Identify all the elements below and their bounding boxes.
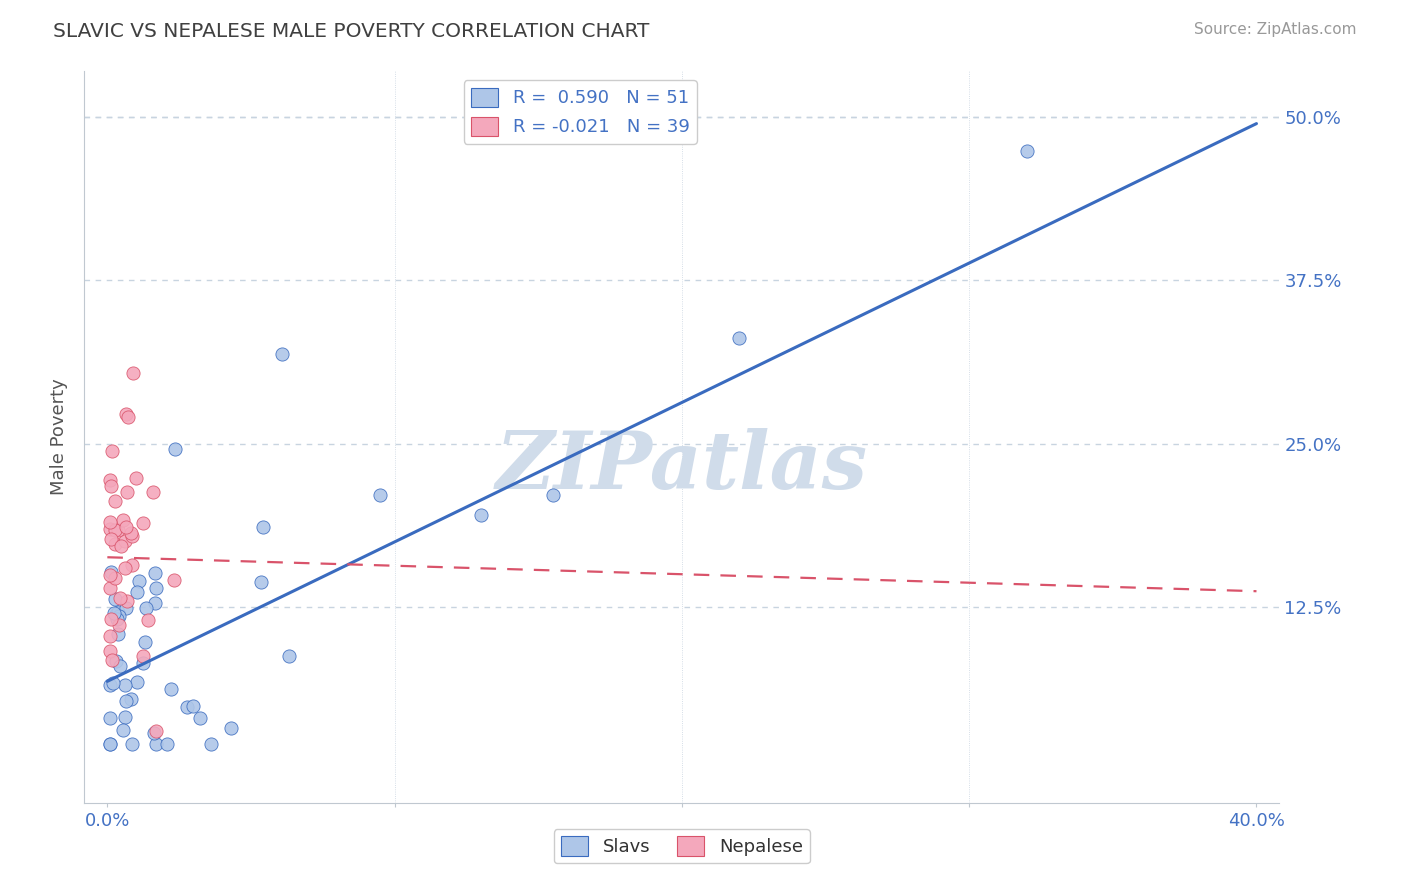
Point xyxy=(98,581,121,595)
Point xyxy=(110,539,132,553)
Point xyxy=(101,653,124,667)
Point xyxy=(145,723,167,738)
Point xyxy=(128,574,150,589)
Point xyxy=(115,601,138,615)
Point xyxy=(145,737,167,751)
Point xyxy=(176,700,198,714)
Point xyxy=(98,737,121,751)
Point xyxy=(188,710,211,724)
Point xyxy=(107,627,129,641)
Point xyxy=(270,347,292,361)
Point xyxy=(111,723,134,738)
Point xyxy=(100,737,122,751)
Point xyxy=(104,571,127,585)
Y-axis label: Male Poverty: Male Poverty xyxy=(51,379,69,495)
Point xyxy=(105,607,128,621)
Point xyxy=(470,508,492,522)
Point xyxy=(98,678,121,692)
Point xyxy=(104,523,127,537)
Point xyxy=(142,485,165,500)
Point xyxy=(160,681,183,696)
Point xyxy=(105,612,128,626)
Point xyxy=(100,479,122,493)
Legend: Slavs, Nepalese: Slavs, Nepalese xyxy=(554,829,810,863)
Point xyxy=(115,484,138,499)
Point xyxy=(145,581,167,595)
Point xyxy=(115,694,138,708)
Point xyxy=(728,331,751,345)
Point xyxy=(107,606,129,620)
Point xyxy=(100,565,122,579)
Point xyxy=(135,601,157,615)
Point xyxy=(165,442,187,456)
Point xyxy=(1015,144,1038,158)
Point xyxy=(105,654,128,668)
Point xyxy=(142,726,165,740)
Point xyxy=(108,658,131,673)
Point xyxy=(121,737,143,751)
Point xyxy=(250,575,273,590)
Point xyxy=(100,612,122,626)
Point xyxy=(200,737,222,751)
Point xyxy=(98,644,121,658)
Point xyxy=(121,558,143,572)
Point xyxy=(221,722,243,736)
Point xyxy=(98,567,121,582)
Point xyxy=(132,516,155,530)
Point xyxy=(114,710,136,724)
Point xyxy=(104,494,127,508)
Point xyxy=(132,648,155,663)
Point xyxy=(103,606,125,620)
Point xyxy=(277,649,299,664)
Point xyxy=(134,635,156,649)
Point xyxy=(100,532,122,546)
Text: Source: ZipAtlas.com: Source: ZipAtlas.com xyxy=(1194,22,1357,37)
Point xyxy=(136,613,159,627)
Point xyxy=(108,591,131,605)
Text: SLAVIC VS NEPALESE MALE POVERTY CORRELATION CHART: SLAVIC VS NEPALESE MALE POVERTY CORRELAT… xyxy=(53,22,650,41)
Point xyxy=(122,366,145,380)
Point xyxy=(181,698,204,713)
Point xyxy=(108,608,131,623)
Point xyxy=(101,676,124,690)
Point xyxy=(121,529,143,543)
Point xyxy=(120,692,142,706)
Point xyxy=(541,488,564,502)
Point xyxy=(252,520,274,534)
Point xyxy=(98,516,121,530)
Point xyxy=(114,561,136,575)
Point xyxy=(114,533,136,548)
Point xyxy=(98,473,121,487)
Text: ZIPatlas: ZIPatlas xyxy=(496,427,868,505)
Point xyxy=(143,566,166,580)
Point xyxy=(98,629,121,643)
Point xyxy=(114,407,136,421)
Point xyxy=(131,656,153,670)
Point xyxy=(104,536,127,550)
Point xyxy=(117,410,139,425)
Point xyxy=(111,513,134,527)
Point xyxy=(125,675,148,690)
Point xyxy=(120,525,142,540)
Point xyxy=(108,618,131,632)
Point xyxy=(368,488,391,502)
Point xyxy=(125,471,148,485)
Point xyxy=(115,520,138,534)
Point xyxy=(104,591,127,606)
Point xyxy=(98,711,121,725)
Point xyxy=(98,522,121,536)
Point xyxy=(156,737,179,751)
Point xyxy=(143,596,166,610)
Point xyxy=(101,443,124,458)
Point xyxy=(115,594,138,608)
Point xyxy=(163,573,186,587)
Point xyxy=(127,585,149,599)
Point xyxy=(114,678,136,692)
Point xyxy=(107,524,129,538)
